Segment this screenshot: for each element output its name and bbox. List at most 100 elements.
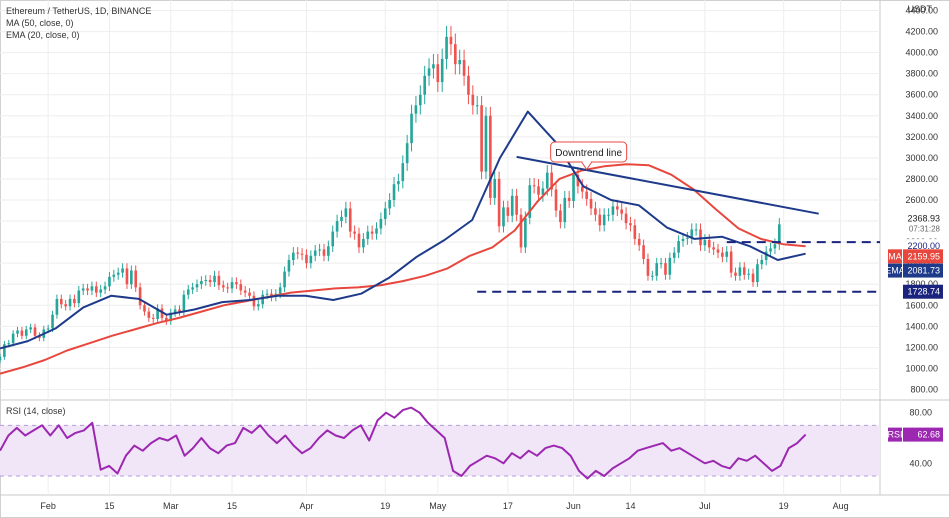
price-tick-label: 1600.00 bbox=[905, 300, 938, 310]
candle-body bbox=[637, 238, 641, 246]
rsi-pane bbox=[0, 406, 880, 480]
candle-body bbox=[397, 181, 400, 185]
candle-body bbox=[462, 60, 466, 76]
candle-body bbox=[589, 198, 593, 209]
candle-body bbox=[672, 252, 676, 258]
candle-body bbox=[594, 208, 597, 215]
candle-body bbox=[572, 174, 575, 202]
candle-body bbox=[169, 312, 173, 322]
candle-body bbox=[480, 105, 483, 172]
price-tick-label: 2800.00 bbox=[905, 174, 938, 184]
candle-body bbox=[261, 294, 264, 305]
candle-body bbox=[151, 317, 155, 319]
candle-body bbox=[116, 272, 120, 275]
candle-body bbox=[742, 267, 746, 275]
candle-body bbox=[602, 214, 606, 226]
candle-body bbox=[760, 260, 764, 265]
last-price-label: 2368.93 bbox=[903, 211, 943, 226]
candle-body bbox=[108, 276, 111, 287]
candle-body bbox=[191, 287, 194, 290]
candle-body bbox=[221, 285, 225, 288]
candle-body bbox=[668, 257, 672, 275]
candle-body bbox=[156, 308, 159, 319]
candle-body bbox=[703, 240, 707, 246]
time-tick-label: 15 bbox=[227, 501, 237, 511]
candle-body bbox=[633, 225, 637, 239]
rsi-tick-label: 80.00 bbox=[909, 408, 932, 418]
ma-line bbox=[0, 163, 806, 375]
price-tick-label: 3000.00 bbox=[905, 153, 938, 163]
candle-body bbox=[24, 329, 28, 336]
symbol-title: Ethereum / TetherUS, 1D, BINANCE bbox=[6, 6, 152, 16]
candle-body bbox=[256, 304, 260, 307]
ema-line bbox=[0, 110, 806, 350]
price-tick-label: 4000.00 bbox=[905, 48, 938, 58]
candle-body bbox=[0, 356, 2, 361]
candle-body bbox=[642, 245, 645, 259]
candle-body bbox=[655, 263, 659, 276]
candle-body bbox=[331, 231, 335, 247]
candle-body bbox=[235, 282, 238, 285]
candle-body bbox=[313, 250, 317, 256]
candle-body bbox=[340, 216, 343, 222]
candle-body bbox=[414, 105, 418, 114]
candle-body bbox=[7, 343, 11, 345]
time-tick-label: Apr bbox=[299, 501, 313, 511]
candle-body bbox=[344, 208, 348, 217]
candle-body bbox=[616, 206, 619, 210]
candle-body bbox=[624, 213, 628, 224]
candle-body bbox=[99, 289, 103, 293]
candle-body bbox=[77, 290, 81, 304]
candle-body bbox=[392, 184, 396, 200]
candle-body bbox=[230, 282, 234, 289]
candle-body bbox=[348, 208, 352, 232]
badge-value: 2159.95 bbox=[907, 251, 940, 261]
candle-body bbox=[243, 290, 247, 293]
time-tick-label: Feb bbox=[40, 501, 56, 511]
candle-body bbox=[725, 251, 729, 257]
badge-value: 62.68 bbox=[917, 430, 940, 440]
ma-legend: MA (50, close, 0) bbox=[6, 18, 74, 28]
candle-body bbox=[103, 286, 107, 290]
candle-body bbox=[537, 186, 540, 195]
downtrend-line bbox=[516, 155, 819, 215]
candle-body bbox=[436, 64, 440, 83]
candle-body bbox=[322, 249, 326, 256]
candle-body bbox=[484, 115, 488, 172]
time-tick-label: 14 bbox=[625, 501, 635, 511]
candle-body bbox=[712, 247, 715, 250]
candle-body bbox=[296, 252, 300, 254]
price-tick-label: 1200.00 bbox=[905, 342, 938, 352]
candle-body bbox=[651, 275, 654, 277]
candle-body bbox=[11, 333, 15, 344]
badge-tag bbox=[888, 249, 902, 264]
candle-body bbox=[217, 275, 221, 286]
candle-body bbox=[629, 223, 632, 226]
candle-body bbox=[432, 64, 435, 69]
candle-body bbox=[756, 264, 759, 283]
candle-body bbox=[773, 244, 777, 249]
candle-body bbox=[467, 75, 470, 95]
price-tick-label: 3800.00 bbox=[905, 69, 938, 79]
rsi-legend: RSI (14, close) bbox=[6, 406, 66, 416]
candle-body bbox=[524, 217, 527, 248]
candle-body bbox=[686, 237, 689, 239]
candle-body bbox=[423, 75, 426, 95]
candle-body bbox=[90, 286, 94, 291]
time-tick-label: Jul bbox=[699, 501, 711, 511]
candle-body bbox=[265, 293, 269, 295]
badge-tag-text: MA bbox=[888, 251, 902, 261]
candle-body bbox=[112, 274, 116, 277]
candle-body bbox=[532, 185, 536, 187]
candle-body bbox=[226, 287, 229, 289]
candle-body bbox=[51, 314, 54, 329]
candle-body bbox=[659, 263, 663, 265]
candle-body bbox=[510, 195, 514, 216]
candle-body bbox=[327, 246, 330, 256]
candle-body bbox=[554, 189, 558, 211]
time-tick-label: Jun bbox=[566, 501, 581, 511]
candle-body bbox=[186, 289, 190, 295]
candle-body bbox=[764, 251, 768, 260]
